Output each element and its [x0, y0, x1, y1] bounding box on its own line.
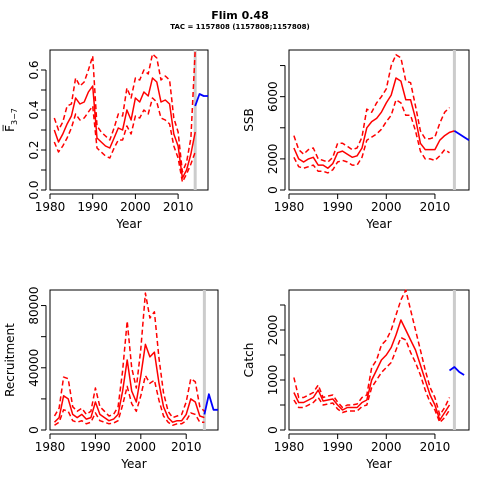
fbar-series-lower	[53, 97, 196, 183]
ssb-panel: 1980 1990 2000 2010 Year 0 2000 6000 SSB	[242, 49, 470, 231]
catch-frame	[288, 289, 470, 431]
fbar-x-tick-label: 1990	[77, 200, 108, 214]
catch-y-tick-label: 1000	[266, 365, 280, 396]
ssb-frame	[288, 49, 470, 191]
catch-panel: 1980 1990 2000 2010 Year 0 1000 2000 Catch	[242, 289, 470, 471]
ssb-y-tick-label: 0	[266, 186, 280, 194]
fbar-y-axis-label: F̅3−7	[2, 108, 19, 132]
recruitment-x-tick-label: 2010	[171, 440, 202, 454]
fbar-x-tick-label: 1980	[35, 200, 66, 214]
catch-x-axis-label: Year	[365, 457, 391, 471]
catch-y-axis-label: Catch	[242, 343, 256, 378]
fbar-frame	[49, 49, 209, 191]
recruitment-series-upper	[53, 292, 205, 419]
ssb-y-tick-label: 2000	[266, 144, 280, 175]
ssb-x-tick-label: 1980	[274, 200, 305, 214]
ssb-series-estimate	[293, 77, 455, 169]
fbar-series-upper	[53, 49, 196, 173]
fbar-y-axis-label-sub: 3−7	[10, 108, 19, 125]
recruitment-y-tick-label: 0	[27, 426, 41, 434]
figure-title: Flim 0.48	[211, 9, 269, 22]
ssb-x-tick-label: 1990	[322, 200, 353, 214]
ssb-y-tick-label: 6000	[266, 81, 280, 112]
fbar-y-tick-label: 0.0	[27, 180, 41, 199]
catch-x-tick-label: 2000	[371, 440, 402, 454]
ssb-x-tick-label: 2000	[371, 200, 402, 214]
ssb-series-upper	[293, 53, 451, 163]
recruitment-series-estimate	[53, 343, 205, 423]
recruitment-y-tick-label: 40000	[27, 349, 41, 387]
fbar-x-tick-label: 2010	[163, 200, 194, 214]
catch-y-tick-label: 2000	[266, 315, 280, 346]
catch-series-upper	[293, 289, 451, 416]
figure-subtitle: TAC = 1157808 (1157808;1157808)	[170, 23, 310, 31]
ssb-y-axis-label: SSB	[242, 108, 256, 131]
catch-x-tick-label: 2010	[420, 440, 451, 454]
ssb-series-lower	[293, 99, 450, 174]
catch-x-tick-label: 1990	[322, 440, 353, 454]
fbar-series-estimate	[53, 77, 196, 179]
recruitment-series-forecast	[203, 393, 218, 415]
recruitment-x-tick-label: 1980	[35, 440, 66, 454]
recruitment-y-axis-label: Recruitment	[3, 323, 17, 397]
recruitment-panel: 1980 1990 2000 2010 Year 0 40000 80000 Recruitme…	[3, 286, 219, 471]
fbar-y-tick-label: 0.2	[27, 140, 41, 159]
ssb-x-axis-label: Year	[365, 217, 391, 231]
catch-series-estimate	[293, 319, 451, 421]
recruitment-series-lower	[54, 374, 205, 427]
recruitment-x-tick-label: 2000	[126, 440, 157, 454]
recruitment-y-tick-label: 80000	[27, 286, 41, 324]
fbar-x-tick-label: 2000	[120, 200, 151, 214]
catch-y-tick-label: 0	[266, 426, 280, 434]
fbar-y-tick-label: 0.6	[27, 60, 41, 79]
recruitment-frame	[49, 289, 219, 431]
ssb-series-forecast	[453, 130, 470, 141]
recruitment-x-tick-label: 1990	[80, 440, 111, 454]
fbar-panel: 1980 1990 2000 2010 Year 0.0 0.2 0.4 0.6 F̅3−7	[2, 49, 209, 231]
catch-series-lower	[293, 336, 451, 424]
recruitment-x-axis-label: Year	[120, 457, 146, 471]
ssb-x-tick-label: 2010	[420, 200, 451, 214]
fbar-y-tick-label: 0.4	[27, 100, 41, 119]
fbar-x-axis-label: Year	[115, 217, 141, 231]
catch-x-tick-label: 1980	[274, 440, 305, 454]
fbar-series-forecast	[194, 93, 208, 107]
catch-series-forecast	[448, 366, 465, 376]
